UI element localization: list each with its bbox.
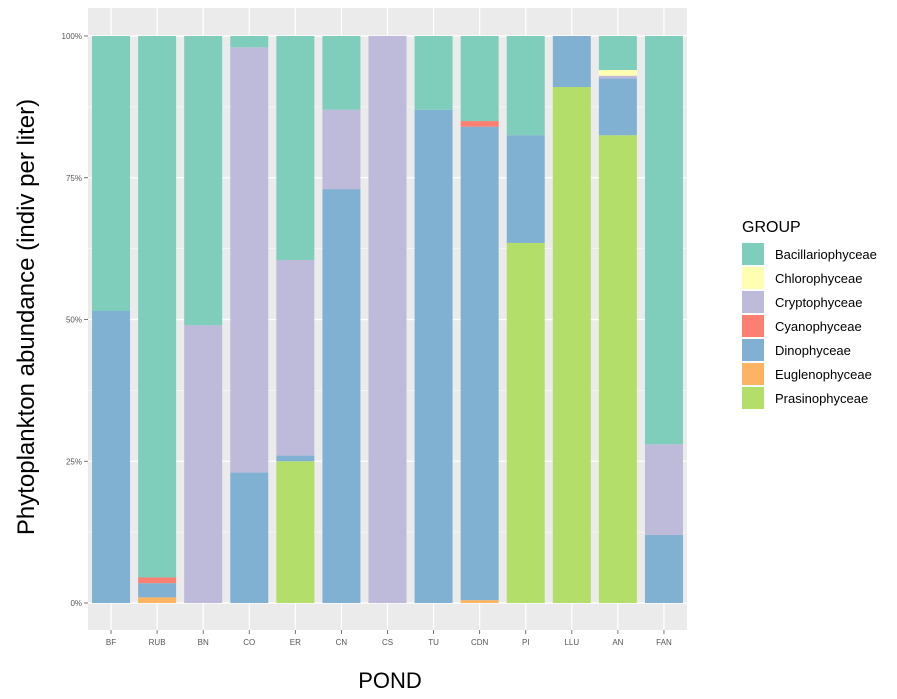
x-tick-label: CN <box>336 638 348 647</box>
x-tick-label: PI <box>522 638 530 647</box>
y-tick-label: 50% <box>66 316 82 325</box>
x-tick-label: RUB <box>149 638 166 647</box>
bar-segment <box>138 577 177 584</box>
legend-swatch <box>742 339 764 361</box>
bar-segment <box>276 461 315 603</box>
bar-segment <box>506 242 545 603</box>
bar-segment <box>460 600 499 603</box>
bar-segment <box>460 126 499 601</box>
x-tick-label: BN <box>198 638 209 647</box>
legend-swatch <box>742 291 764 313</box>
legend-entry: Cryptophyceae <box>775 295 862 310</box>
x-tick-label: LLU <box>564 638 579 647</box>
y-axis-label: Phytoplankton abundance (indiv per liter… <box>13 99 40 535</box>
legend-swatch <box>742 363 764 385</box>
bar-segment <box>598 36 637 71</box>
bar-segment <box>552 36 591 88</box>
bar-segment <box>644 36 683 445</box>
x-tick-label: ER <box>290 638 301 647</box>
legend-swatch <box>742 243 764 265</box>
x-tick-label: BF <box>106 638 116 647</box>
y-tick-label: 100% <box>62 32 82 41</box>
bar-segment <box>598 70 637 76</box>
legend-title: GROUP <box>742 219 801 236</box>
x-tick-label: TU <box>428 638 439 647</box>
bar-segment <box>322 109 361 190</box>
x-tick-label: AN <box>612 638 623 647</box>
bars <box>92 36 683 604</box>
bar-segment <box>184 325 223 603</box>
legend-swatch <box>742 315 764 337</box>
y-tick-label: 25% <box>66 457 82 466</box>
bar-segment <box>276 455 315 462</box>
bar-segment <box>184 36 223 326</box>
bar-segment <box>322 189 361 603</box>
bar-segment <box>230 47 269 473</box>
bar-segment <box>138 597 177 603</box>
y-tick-label: 75% <box>66 174 82 183</box>
legend-entry: Bacillariophyceae <box>775 247 877 262</box>
bar-segment <box>230 472 269 603</box>
legend-entry: Dinophyceae <box>775 343 851 358</box>
bar-segment <box>276 259 315 456</box>
y-tick-labels: 0% 25% 50% 75% 100% <box>62 32 88 608</box>
bar-segment <box>368 36 407 603</box>
bar-segment <box>460 121 499 127</box>
legend-swatch <box>742 387 764 409</box>
bar-segment <box>506 36 545 136</box>
x-tick-label: CDN <box>471 638 489 647</box>
bar-segment <box>230 36 269 48</box>
legend-entry: Prasinophyceae <box>775 391 868 406</box>
bar-segment <box>644 444 683 535</box>
bar-segment <box>552 87 591 603</box>
bar-segment <box>644 534 683 603</box>
bar-segment <box>276 36 315 260</box>
bar-segment <box>92 36 131 311</box>
y-tick-label: 0% <box>70 599 82 608</box>
legend-entry: Cyanophyceae <box>775 319 862 334</box>
x-axis-label: POND <box>358 668 422 693</box>
bar-segment <box>460 36 499 122</box>
legend-entry: Euglenophyceae <box>775 367 872 382</box>
legend-swatch <box>742 267 764 289</box>
x-tick-labels: BF RUB BN CO ER CN CS TU CDN PI LLU AN FAN <box>106 630 672 647</box>
bar-segment <box>92 310 131 603</box>
bar-segment <box>598 135 637 603</box>
legend: GROUP Bacillariophyceae Chlorophyceae Cryp… <box>742 219 877 409</box>
x-tick-label: CO <box>243 638 255 647</box>
bar-segment <box>138 583 177 598</box>
bar-segment <box>598 75 637 79</box>
bar-segment <box>414 109 453 604</box>
x-tick-label: FAN <box>656 638 672 647</box>
bar-segment <box>322 36 361 110</box>
legend-entry: Chlorophyceae <box>775 271 862 286</box>
bar-segment <box>506 135 545 243</box>
bar-segment <box>598 78 637 136</box>
x-tick-label: CS <box>382 638 393 647</box>
bar-segment <box>414 36 453 110</box>
bar-segment <box>138 36 177 578</box>
